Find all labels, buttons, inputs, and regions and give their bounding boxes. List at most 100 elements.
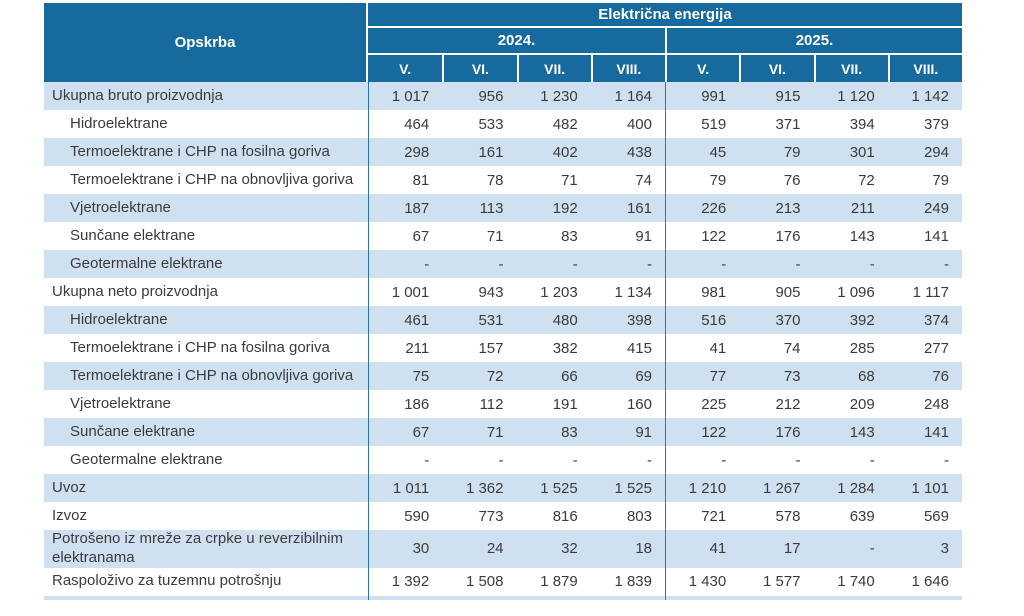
value-cell: 943 xyxy=(442,278,517,306)
value-cell: 248 xyxy=(887,390,962,418)
value-cell: 212 xyxy=(739,390,814,418)
value-cell: 143 xyxy=(813,418,888,446)
value-cell: 75 xyxy=(368,362,443,390)
table-row: Hidroelektrane 461 531 480 398 516 370 392 374 xyxy=(44,306,962,334)
row-label: Geotermalne elektrane xyxy=(44,446,368,474)
value-cell: 160 xyxy=(590,390,665,418)
value-cell: - xyxy=(442,446,517,474)
value-cell: 519 xyxy=(665,110,740,138)
value-cell: 285 xyxy=(813,334,888,362)
value-cell: 24 xyxy=(442,530,517,568)
row-label: Ukupna neto proizvodnja xyxy=(44,278,368,306)
value-cell: 402 xyxy=(516,138,591,166)
table-row: Termoelektrane i CHP na obnovljiva goriv… xyxy=(44,362,962,390)
value-cell: 398 xyxy=(590,306,665,334)
value-cell: 1 392 xyxy=(368,567,443,596)
value-cell: 72 xyxy=(813,166,888,194)
value-cell: 161 xyxy=(590,194,665,222)
month-header: VI. xyxy=(442,55,517,82)
value-cell: 161 xyxy=(442,138,517,166)
value-cell: 1 120 xyxy=(813,82,888,110)
value-cell: 78 xyxy=(442,166,517,194)
value-cell: 74 xyxy=(590,166,665,194)
table-title: Električna energija xyxy=(368,3,962,28)
value-cell: 277 xyxy=(887,334,962,362)
value-cell xyxy=(442,595,517,600)
value-cell: 1 142 xyxy=(887,82,962,110)
value-cell: 578 xyxy=(739,502,814,530)
month-header-row: V. VI. VII. VIII. V. VI. VII. VIII. xyxy=(44,55,962,82)
month-header: V. xyxy=(368,55,443,82)
value-cell: - xyxy=(516,446,591,474)
value-cell: 1 577 xyxy=(739,567,814,596)
table-row: Ukupna bruto proizvodnja 1 017 956 1 230 1 1… xyxy=(44,82,962,110)
value-cell: 18 xyxy=(590,530,665,568)
value-cell: 1 210 xyxy=(665,474,740,502)
value-cell: 71 xyxy=(516,166,591,194)
value-cell: 157 xyxy=(442,334,517,362)
row-label: Vjetroelektrane xyxy=(44,194,368,222)
table-row: Sunčane elektrane 67 71 83 91 122 176 143 141 xyxy=(44,418,962,446)
value-cell: - xyxy=(813,250,888,278)
value-cell: 67 xyxy=(368,222,443,250)
value-cell: 482 xyxy=(516,110,591,138)
table-row: Geotermalne elektrane - - - - - - - - xyxy=(44,250,962,278)
value-cell: 1 203 xyxy=(516,278,591,306)
table-container: Opskrba Električna energija 2024. 2025. V… xyxy=(44,3,962,600)
value-cell: 991 xyxy=(665,82,740,110)
value-cell: 249 xyxy=(887,194,962,222)
value-cell: 370 xyxy=(739,306,814,334)
value-cell: 533 xyxy=(442,110,517,138)
value-cell: 1 101 xyxy=(887,474,962,502)
value-cell: 1 525 xyxy=(516,474,591,502)
cutoff-row xyxy=(44,595,962,600)
value-cell: 1 646 xyxy=(887,567,962,596)
value-cell: 176 xyxy=(739,418,814,446)
month-header: VI. xyxy=(739,55,814,82)
value-cell: 76 xyxy=(739,166,814,194)
electricity-supply-table: Opskrba Električna energija 2024. 2025. V… xyxy=(44,3,962,600)
value-cell: 141 xyxy=(887,222,962,250)
value-cell: 1 267 xyxy=(739,474,814,502)
row-label: Termoelektrane i CHP na obnovljiva goriv… xyxy=(44,166,368,194)
row-label xyxy=(44,595,368,600)
value-cell xyxy=(813,595,888,600)
value-cell: 438 xyxy=(590,138,665,166)
value-cell: 415 xyxy=(590,334,665,362)
value-cell: 226 xyxy=(665,194,740,222)
value-cell: 1 879 xyxy=(516,567,591,596)
value-cell: 480 xyxy=(516,306,591,334)
value-cell: - xyxy=(590,250,665,278)
value-cell: 77 xyxy=(665,362,740,390)
row-label: Sunčane elektrane xyxy=(44,418,368,446)
value-cell: 83 xyxy=(516,222,591,250)
value-cell: 191 xyxy=(516,390,591,418)
value-cell: 112 xyxy=(442,390,517,418)
value-cell: 298 xyxy=(368,138,443,166)
value-cell: 176 xyxy=(739,222,814,250)
value-cell: 956 xyxy=(442,82,517,110)
column-header-opskrba: Opskrba xyxy=(44,3,368,82)
value-cell: 394 xyxy=(813,110,888,138)
value-cell: 187 xyxy=(368,194,443,222)
value-cell: 981 xyxy=(665,278,740,306)
table-row: Termoelektrane i CHP na fosilna goriva 21… xyxy=(44,334,962,362)
row-label: Uvoz xyxy=(44,474,368,502)
value-cell: 225 xyxy=(665,390,740,418)
month-header: VII. xyxy=(813,55,888,82)
table-title-row: Opskrba Električna energija xyxy=(44,3,962,82)
value-cell: 113 xyxy=(442,194,517,222)
value-cell: 41 xyxy=(665,530,740,568)
value-cell: 30 xyxy=(368,530,443,568)
row-label: Hidroelektrane xyxy=(44,306,368,334)
value-cell: 400 xyxy=(590,110,665,138)
table-row: Termoelektrane i CHP na obnovljiva goriv… xyxy=(44,166,962,194)
table-row: Potrošeno iz mreže za crpke u reverzibil… xyxy=(44,530,962,568)
value-cell: 1 362 xyxy=(442,474,517,502)
value-cell: 192 xyxy=(516,194,591,222)
row-label: Raspoloživo za tuzemnu potrošnju xyxy=(44,567,368,596)
row-label: Termoelektrane i CHP na fosilna goriva xyxy=(44,334,368,362)
value-cell: 73 xyxy=(739,362,814,390)
value-cell: 74 xyxy=(739,334,814,362)
value-cell: 143 xyxy=(813,222,888,250)
